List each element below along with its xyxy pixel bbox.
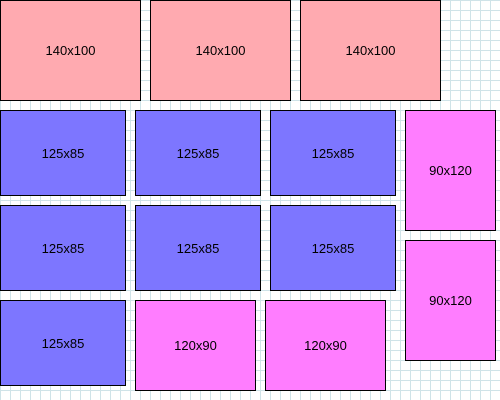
box-125x85: 125x85 [270,205,396,291]
box-140x100: 140x100 [0,0,141,101]
box-125x85: 125x85 [135,205,261,291]
box-90x120: 90x120 [405,240,496,361]
box-125x85: 125x85 [135,110,261,196]
box-125x85: 125x85 [0,205,126,291]
box-125x85: 125x85 [270,110,396,196]
box-125x85: 125x85 [0,300,126,386]
box-90x120: 90x120 [405,110,496,231]
box-125x85: 125x85 [0,110,126,196]
box-120x90: 120x90 [135,300,256,391]
box-140x100: 140x100 [300,0,441,101]
box-120x90: 120x90 [265,300,386,391]
box-140x100: 140x100 [150,0,291,101]
